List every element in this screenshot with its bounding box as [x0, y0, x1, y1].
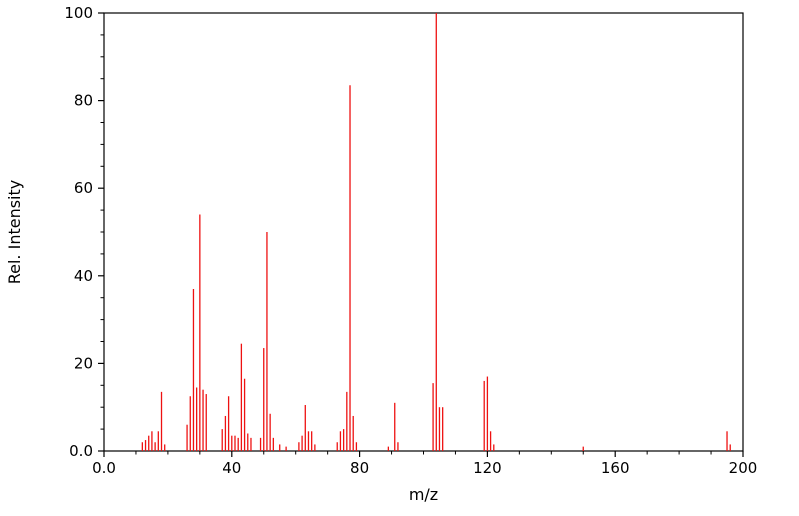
y-tick-label: 80 — [74, 92, 93, 110]
y-tick-label: 20 — [74, 354, 93, 372]
x-tick-label: 80 — [350, 459, 369, 477]
axis-ticks — [98, 12, 744, 457]
x-axis-label: m/z — [409, 485, 438, 504]
y-tick-label: 0.0 — [69, 442, 93, 460]
y-tick-label: 60 — [74, 179, 93, 197]
x-tick-label: 0.0 — [92, 459, 116, 477]
x-tick-label: 120 — [473, 459, 502, 477]
y-axis-label: Rel. Intensity — [5, 180, 24, 285]
x-tick-label: 160 — [601, 459, 630, 477]
y-tick-label: 100 — [64, 4, 93, 22]
x-tick-label: 200 — [729, 459, 758, 477]
spectrum-peaks — [141, 13, 731, 451]
y-tick-label: 40 — [74, 267, 93, 285]
axis-tick-labels: 0.0 40 80 120 160 200 0.0 20 40 60 80 100 — [64, 4, 757, 477]
x-tick-label: 40 — [222, 459, 241, 477]
